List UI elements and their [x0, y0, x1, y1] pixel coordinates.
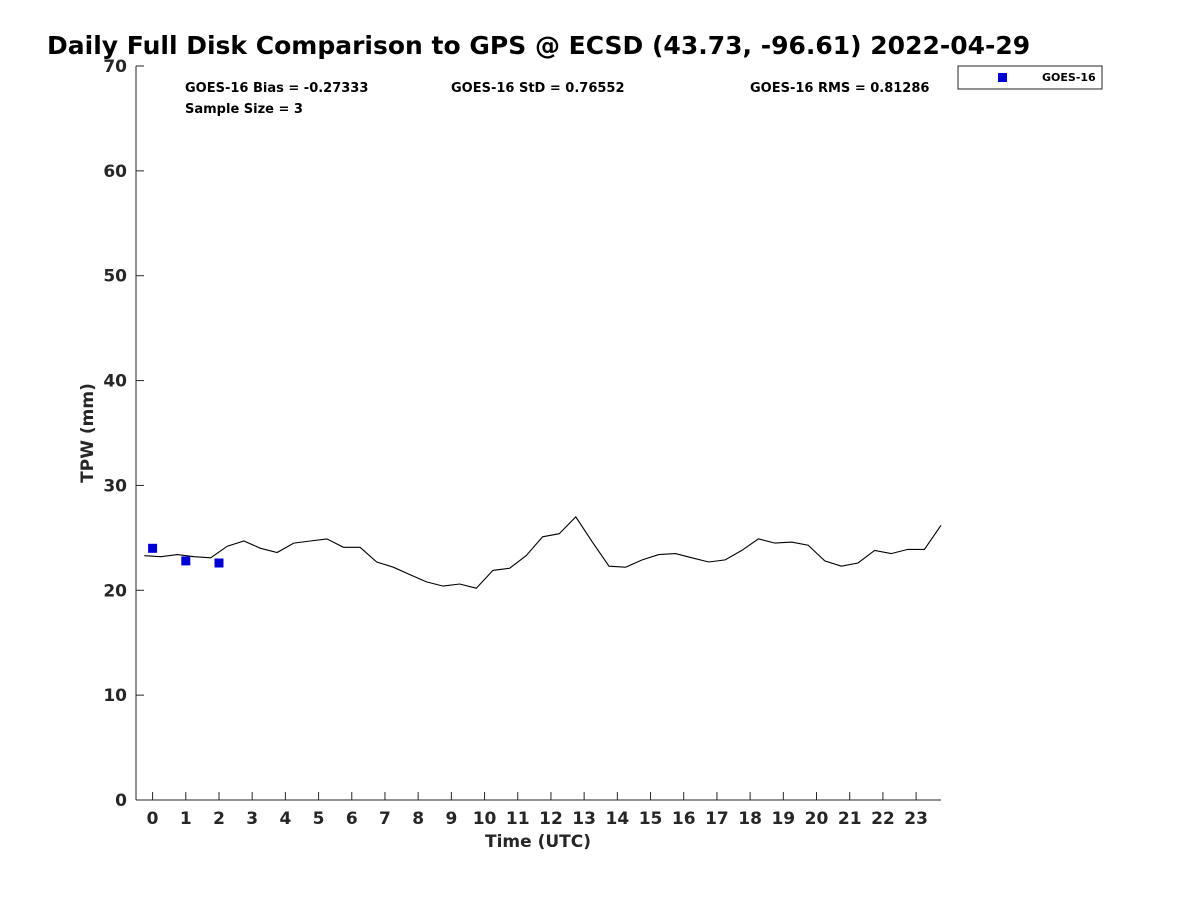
x-tick-label: 11: [506, 809, 530, 829]
x-tick-label: 20: [805, 809, 829, 829]
x-tick-label: 21: [838, 809, 862, 829]
x-tick-label: 19: [771, 809, 795, 829]
x-tick-label: 0: [147, 809, 159, 829]
x-tick-label: 17: [705, 809, 729, 829]
x-tick-label: 7: [379, 809, 391, 829]
x-tick-label: 4: [279, 809, 291, 829]
x-tick-label: 23: [904, 809, 928, 829]
y-tick-label: 0: [115, 791, 127, 811]
x-tick-label: 12: [539, 809, 563, 829]
chart-title: Daily Full Disk Comparison to GPS @ ECSD…: [47, 31, 1030, 60]
legend: GOES-16: [957, 65, 1103, 90]
x-tick-label: 16: [672, 809, 696, 829]
y-tick-label: 40: [103, 372, 127, 392]
x-tick-label: 3: [246, 809, 258, 829]
x-tick-label: 13: [572, 809, 596, 829]
gps-tpw-line: [144, 516, 942, 589]
legend-box: [957, 65, 1103, 90]
x-tick-label: 8: [412, 809, 424, 829]
x-axis-label: Time (UTC): [485, 832, 591, 852]
x-tick-label: 15: [639, 809, 663, 829]
y-tick-label: 20: [103, 581, 127, 601]
rms-stat: GOES-16 RMS = 0.81286: [750, 81, 929, 96]
x-tick-label: 6: [346, 809, 358, 829]
x-tick-label: 9: [445, 809, 457, 829]
y-tick-label: 50: [103, 267, 127, 287]
x-tick-label: 1: [180, 809, 192, 829]
x-tick-label: 22: [871, 809, 895, 829]
goes-16-point: [214, 558, 224, 568]
bias-stat: GOES-16 Bias = -0.27333: [185, 81, 368, 96]
y-tick-label: 60: [103, 162, 127, 182]
y-tick-label: 70: [103, 57, 127, 77]
x-tick-label: 10: [473, 809, 497, 829]
plot-area: [144, 516, 942, 589]
legend-label-goes-16: GOES-16: [1042, 71, 1096, 84]
legend-marker-goes-16: [998, 73, 1007, 82]
y-axis-label: TPW (mm): [78, 383, 98, 483]
goes-16-point: [181, 556, 191, 566]
sample-size-stat: Sample Size = 3: [185, 102, 303, 117]
x-tick-label: 14: [606, 809, 630, 829]
x-tick-label: 18: [738, 809, 762, 829]
goes-16-point: [148, 543, 158, 553]
y-tick-label: 30: [103, 476, 127, 496]
std-stat: GOES-16 StD = 0.76552: [451, 81, 625, 96]
y-tick-label: 10: [103, 686, 127, 706]
x-tick-label: 5: [313, 809, 325, 829]
x-tick-label: 2: [213, 809, 225, 829]
